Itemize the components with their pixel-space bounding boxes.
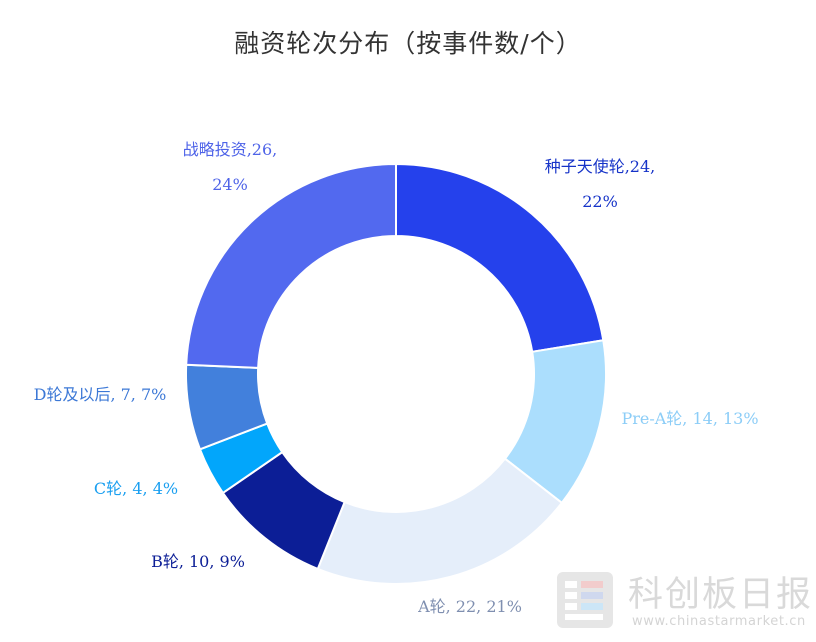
- watermark-logo-icon: [557, 572, 613, 628]
- data-label-5: D轮及以后, 7, 7%: [34, 385, 167, 404]
- data-label-0: 种子天使轮,24,: [545, 157, 656, 176]
- data-label-0-percent: 22%: [582, 192, 618, 211]
- data-label-2: A轮, 22, 21%: [417, 597, 522, 616]
- data-label-1: Pre-A轮, 14, 13%: [621, 409, 758, 428]
- watermark-text: 科创板日报: [628, 575, 814, 615]
- data-label-6: 战略投资,26,: [183, 140, 278, 159]
- slice-6: [185, 162, 397, 369]
- chart-title: 融资轮次分布（按事件数/个）: [234, 29, 582, 58]
- watermark-url: www.chinastarmarket.cn: [632, 614, 806, 629]
- slice-2: [316, 457, 564, 585]
- slice-0: [395, 162, 605, 353]
- data-labels: 种子天使轮,24, 22% Pre-A轮, 14, 13% A轮, 22, 21% B轮…: [34, 140, 759, 616]
- data-label-3: B轮, 10, 9%: [151, 552, 245, 571]
- donut-slices: [185, 162, 607, 585]
- data-label-4: C轮, 4, 4%: [94, 479, 178, 498]
- data-label-6-percent: 24%: [212, 175, 248, 194]
